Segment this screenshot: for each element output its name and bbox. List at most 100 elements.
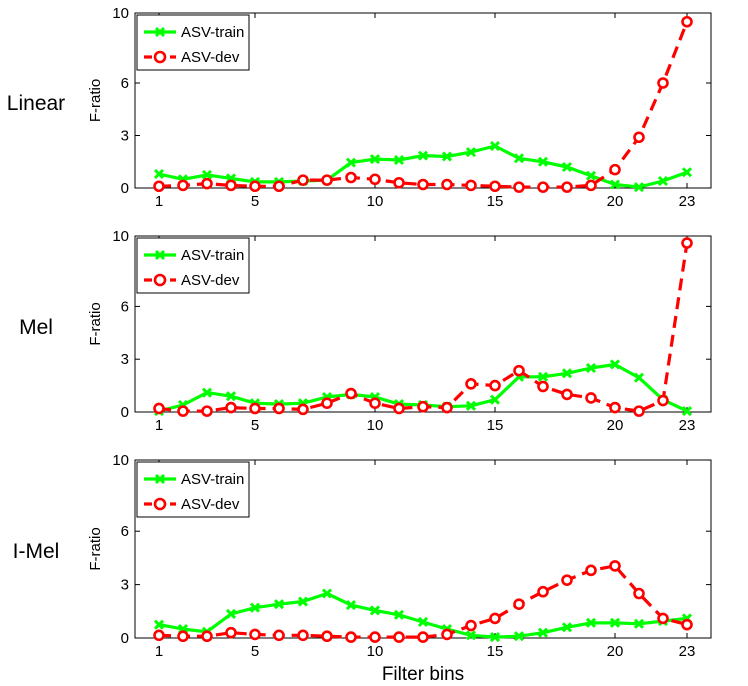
data-point-asv-dev: [465, 378, 477, 390]
legend-marker: [153, 50, 167, 64]
legend-marker: [154, 26, 166, 38]
data-point-asv-dev: [561, 574, 573, 586]
data-point-asv-dev: [297, 629, 309, 642]
x-tick-label: 5: [251, 643, 259, 660]
data-point-asv-train: [249, 602, 261, 613]
x-tick-label: 23: [679, 193, 696, 210]
x-tick-label: 1: [155, 417, 163, 434]
data-point-asv-train: [537, 371, 549, 382]
y-tick-label: 10: [112, 452, 129, 469]
x-tick-label: 20: [607, 417, 624, 434]
row-label: Linear: [7, 92, 65, 115]
data-point-asv-dev: [369, 173, 381, 186]
data-point-asv-dev: [225, 626, 237, 639]
data-point-asv-train: [393, 154, 405, 166]
data-point-asv-dev: [345, 387, 357, 400]
data-point-asv-dev: [177, 405, 189, 417]
data-point-asv-train: [225, 391, 237, 402]
data-point-asv-train: [561, 622, 573, 633]
x-tick-label: 15: [487, 193, 504, 210]
data-point-asv-dev: [585, 179, 597, 192]
data-point-asv-dev: [585, 564, 597, 577]
legend-marker: [154, 249, 166, 261]
y-tick-label: 10: [112, 5, 129, 22]
data-point-asv-dev: [201, 405, 213, 417]
data-point-asv-train: [609, 179, 621, 190]
x-tick-label: 10: [367, 643, 384, 660]
data-point-asv-dev: [513, 181, 525, 193]
data-point-asv-train: [561, 161, 573, 173]
y-tick-label: 3: [121, 351, 129, 368]
data-point-asv-dev: [489, 180, 501, 193]
data-point-asv-dev: [297, 403, 309, 416]
y-axis-label: F-ratio: [87, 79, 104, 122]
data-point-asv-train: [417, 616, 429, 628]
plot-area: [134, 235, 712, 413]
data-point-asv-train: [297, 596, 309, 607]
data-point-asv-dev: [393, 402, 405, 415]
data-point-asv-train: [585, 362, 597, 374]
y-tick-label: 3: [121, 128, 129, 145]
data-point-asv-dev: [657, 612, 669, 625]
data-point-asv-train: [225, 608, 237, 620]
data-point-asv-dev: [321, 174, 333, 186]
y-tick-label: 6: [121, 298, 129, 315]
data-point-asv-dev: [153, 180, 165, 193]
x-tick-label: 10: [367, 193, 384, 210]
x-tick-label: 1: [155, 643, 163, 660]
data-point-asv-dev: [417, 631, 429, 643]
data-point-asv-dev: [393, 631, 405, 643]
data-point-asv-train: [369, 154, 381, 165]
data-point-asv-dev: [441, 628, 453, 641]
data-point-asv-train: [585, 170, 597, 181]
data-point-asv-dev: [561, 181, 573, 193]
data-point-asv-train: [537, 156, 549, 167]
data-point-asv-dev: [441, 401, 453, 414]
x-tick-label: 23: [679, 643, 696, 660]
data-point-asv-train: [201, 387, 213, 398]
x-tick-label: 5: [251, 417, 259, 434]
data-point-asv-train: [441, 151, 453, 162]
legend-label: ASV-train: [181, 471, 244, 488]
x-tick-label: 5: [251, 193, 259, 210]
data-point-asv-train: [465, 400, 477, 411]
data-point-asv-dev: [657, 77, 669, 89]
y-axis-label: F-ratio: [87, 527, 104, 570]
legend-marker: [153, 497, 167, 511]
data-point-asv-dev: [609, 163, 621, 176]
data-point-asv-dev: [681, 618, 693, 631]
data-point-asv-dev: [321, 630, 333, 643]
data-point-asv-dev: [393, 176, 405, 189]
x-tick-label: 15: [487, 417, 504, 434]
data-point-asv-train: [417, 150, 429, 161]
legend-label: ASV-dev: [181, 49, 240, 66]
data-point-asv-dev: [609, 560, 621, 572]
data-point-asv-dev: [609, 401, 621, 414]
data-point-asv-train: [609, 617, 621, 628]
legend-marker: [154, 473, 166, 485]
data-point-asv-dev: [585, 392, 597, 404]
data-point-asv-dev: [273, 402, 285, 415]
data-point-asv-dev: [441, 178, 453, 191]
data-point-asv-dev: [513, 364, 525, 377]
data-point-asv-dev: [225, 401, 237, 414]
data-point-asv-dev: [201, 630, 213, 643]
y-tick-label: 0: [121, 404, 129, 421]
data-point-asv-train: [345, 600, 357, 611]
data-point-asv-dev: [297, 174, 309, 186]
x-tick-label: 1: [155, 193, 163, 210]
data-point-asv-dev: [153, 402, 165, 415]
data-point-asv-dev: [225, 179, 237, 192]
data-point-asv-dev: [345, 631, 357, 643]
data-point-asv-dev: [537, 585, 549, 598]
data-point-asv-dev: [513, 598, 525, 610]
data-point-asv-train: [633, 372, 645, 383]
data-point-asv-train: [489, 632, 501, 643]
data-point-asv-train: [681, 167, 693, 178]
data-point-asv-dev: [657, 394, 669, 407]
data-point-asv-dev: [417, 400, 429, 413]
data-point-asv-dev: [201, 177, 213, 190]
y-tick-label: 0: [121, 180, 129, 197]
data-point-asv-dev: [633, 405, 645, 417]
